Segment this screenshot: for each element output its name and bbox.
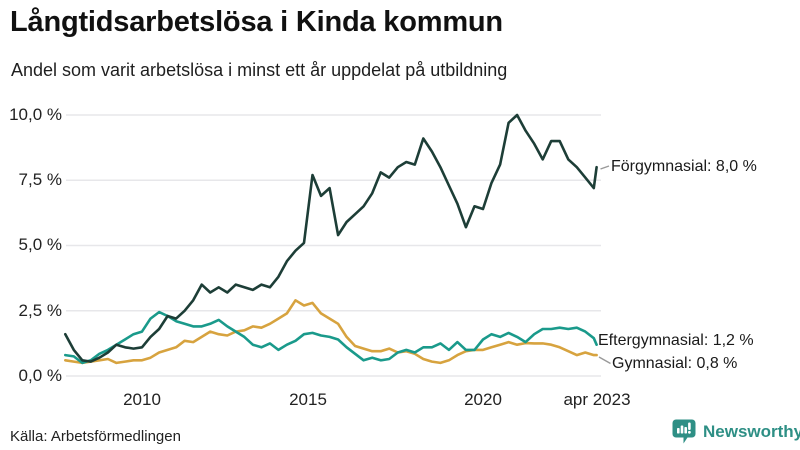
source-attribution: Källa: Arbetsförmedlingen: [10, 428, 181, 445]
y-axis-tick: 5,0 %: [18, 235, 62, 254]
series-label-eftergymnasial: Eftergymnasial: 1,2 %: [598, 332, 754, 349]
series-label-forgymnasial: Förgymnasial: 8,0 %: [611, 158, 757, 175]
newsworthy-logo[interactable]: Newsworthy: [672, 419, 800, 445]
x-axis-tick: apr 2023: [563, 390, 631, 409]
x-axis-tick: 2020: [464, 390, 502, 409]
y-axis-tick: 10,0 %: [9, 105, 62, 124]
y-axis-tick: 0,0 %: [18, 366, 62, 385]
x-axis-tick: 2015: [289, 390, 327, 409]
y-axis-tick: 2,5 %: [18, 301, 62, 320]
chart-subtitle: Andel som varit arbetslösa i minst ett å…: [11, 60, 508, 80]
newsworthy-chart-bubble-icon: [672, 419, 696, 445]
page-title: Långtidsarbetslösa i Kinda kommun: [10, 6, 503, 38]
x-axis-tick: 2010: [123, 390, 161, 409]
y-axis-tick: 7,5 %: [18, 170, 62, 189]
series-label-gymnasial: Gymnasial: 0,8 %: [612, 355, 738, 372]
newsworthy-wordmark: Newsworthy: [703, 422, 800, 441]
